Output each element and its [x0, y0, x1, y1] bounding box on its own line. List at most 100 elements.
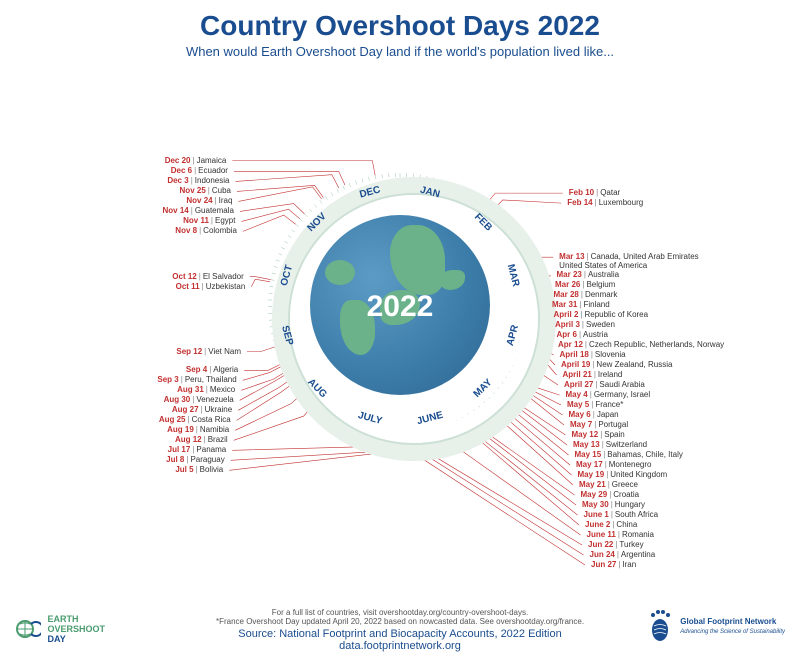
entry-date: May 4 [566, 390, 588, 399]
country-entry: Aug 27|Ukraine [172, 406, 232, 415]
page-subtitle: When would Earth Overshoot Day land if t… [0, 44, 800, 59]
entry-country: Republic of Korea [584, 310, 648, 319]
country-entry: May 6|Japan [569, 411, 619, 420]
entry-country: Bolivia [200, 465, 224, 474]
entry-date: Oct 12 [172, 272, 196, 281]
entry-country: Switzerland [606, 440, 647, 449]
country-entry: Feb 14|Luxembourg [567, 199, 643, 208]
country-entry: Oct 11|Uzbekistan [176, 283, 246, 292]
country-entry: May 29|Croatia [581, 491, 640, 500]
country-entry: Nov 24|Iraq [186, 197, 232, 206]
country-entry: May 21|Greece [579, 481, 638, 490]
entry-date: April 21 [563, 370, 592, 379]
entry-country: Czech Republic, Netherlands, Norway [589, 340, 724, 349]
entry-country: Qatar [600, 188, 620, 197]
country-entry: May 19|United Kingdom [578, 471, 668, 480]
entry-country: New Zealand, Russia [596, 360, 672, 369]
entry-date: May 12 [572, 430, 599, 439]
entry-date: Nov 24 [186, 196, 212, 205]
entry-country: Denmark [585, 290, 617, 299]
entry-country: Canada, United Arab Emirates [591, 252, 699, 261]
entry-date: Aug 19 [167, 425, 194, 434]
country-entry: Aug 19|Namibia [167, 426, 229, 435]
entry-date: Nov 25 [180, 186, 206, 195]
entry-date: Jul 8 [166, 455, 184, 464]
footprint-icon [646, 608, 674, 645]
country-entry: Mar 23|Australia [557, 271, 620, 280]
entry-country: Ukraine [205, 405, 233, 414]
entry-country: El Salvador [203, 272, 244, 281]
entry-date: April 2 [554, 310, 579, 319]
entry-country: Ireland [598, 370, 622, 379]
country-entry: Dec 6|Ecuador [171, 167, 228, 176]
entry-date: Dec 20 [165, 156, 191, 165]
entry-date: May 29 [581, 490, 608, 499]
country-entry: Dec 20|Jamaica [165, 157, 227, 166]
country-entry: Jun 27|Iran [591, 561, 636, 570]
entry-country: Jamaica [197, 156, 227, 165]
country-entry: Nov 11|Egypt [183, 217, 235, 226]
entry-date: Apr 12 [558, 340, 583, 349]
entry-country: Paraguay [190, 455, 224, 464]
entry-country: Costa Rica [192, 415, 231, 424]
entry-country: Montenegro [609, 460, 652, 469]
entry-date: Jun 24 [590, 550, 615, 559]
country-entry: May 4|Germany, Israel [566, 391, 651, 400]
entry-date: May 6 [569, 410, 591, 419]
country-entry: April 21|Ireland [563, 371, 623, 380]
country-entry: Aug 30|Venezuela [164, 396, 234, 405]
entry-date: Mar 13 [559, 252, 584, 261]
entry-country: Iran [622, 560, 636, 569]
entry-country: China [616, 520, 637, 529]
country-entry: Nov 8|Colombia [175, 227, 237, 236]
country-entry: Mar 13|Canada, United Arab EmiratesUnite… [559, 253, 699, 271]
logo-left-line-2: OVERSHOOT [48, 624, 106, 634]
entry-country: Indonesia [195, 176, 230, 185]
country-entry: April 27|Saudi Arabia [564, 381, 645, 390]
country-entry: May 12|Spain [572, 431, 625, 440]
country-entry: Mar 26|Belgium [555, 281, 615, 290]
country-entry: May 5|France* [567, 401, 623, 410]
entry-country: Mexico [210, 385, 235, 394]
country-entry: May 15|Bahamas, Chile, Italy [575, 451, 683, 460]
entry-date: May 5 [567, 400, 589, 409]
entry-country: Hungary [615, 500, 645, 509]
entry-country: Finland [583, 300, 609, 309]
country-entry: Jun 22|Turkey [588, 541, 644, 550]
entry-date: Jun 27 [591, 560, 616, 569]
entry-date: May 7 [570, 420, 592, 429]
entry-country: Australia [588, 270, 619, 279]
entry-date: Oct 11 [176, 282, 200, 291]
entry-country: Belgium [586, 280, 615, 289]
entry-date: Nov 14 [163, 206, 189, 215]
entry-country: Namibia [200, 425, 229, 434]
entry-date: Mar 23 [557, 270, 582, 279]
country-entry: Jul 8|Paraguay [166, 456, 225, 465]
country-entry: Jul 17|Panama [168, 446, 227, 455]
country-entry: Nov 14|Guatemala [163, 207, 234, 216]
logo-left-line-3: DAY [48, 634, 66, 644]
country-entry: June 11|Romania [587, 531, 654, 540]
entry-country: Slovenia [595, 350, 626, 359]
entry-date: Aug 27 [172, 405, 199, 414]
entry-date: April 3 [555, 320, 580, 329]
entry-date: Jul 5 [175, 465, 193, 474]
entry-country: United States of America [559, 261, 647, 270]
entry-country: Brazil [208, 435, 228, 444]
country-entry: Mar 28|Denmark [554, 291, 618, 300]
logo-right-line-2: Advancing the Science of Sustainability [680, 629, 785, 635]
country-entry: Dec 3|Indonesia [167, 177, 229, 186]
country-entry: Jun 24|Argentina [590, 551, 656, 560]
entry-date: Sep 12 [176, 347, 202, 356]
country-entry: Aug 31|Mexico [177, 386, 235, 395]
country-entry: June 1|South Africa [584, 511, 659, 520]
entry-date: Sep 3 [157, 375, 178, 384]
logo-right-line-1: Global Footprint Network [680, 617, 776, 626]
country-entry: Sep 3|Peru, Thailand [157, 376, 236, 385]
entry-date: Feb 14 [567, 198, 592, 207]
country-entry: April 18|Slovenia [560, 351, 626, 360]
entry-country: Romania [622, 530, 654, 539]
entry-date: Aug 12 [175, 435, 202, 444]
entry-date: May 21 [579, 480, 606, 489]
entry-country: Venezuela [196, 395, 233, 404]
